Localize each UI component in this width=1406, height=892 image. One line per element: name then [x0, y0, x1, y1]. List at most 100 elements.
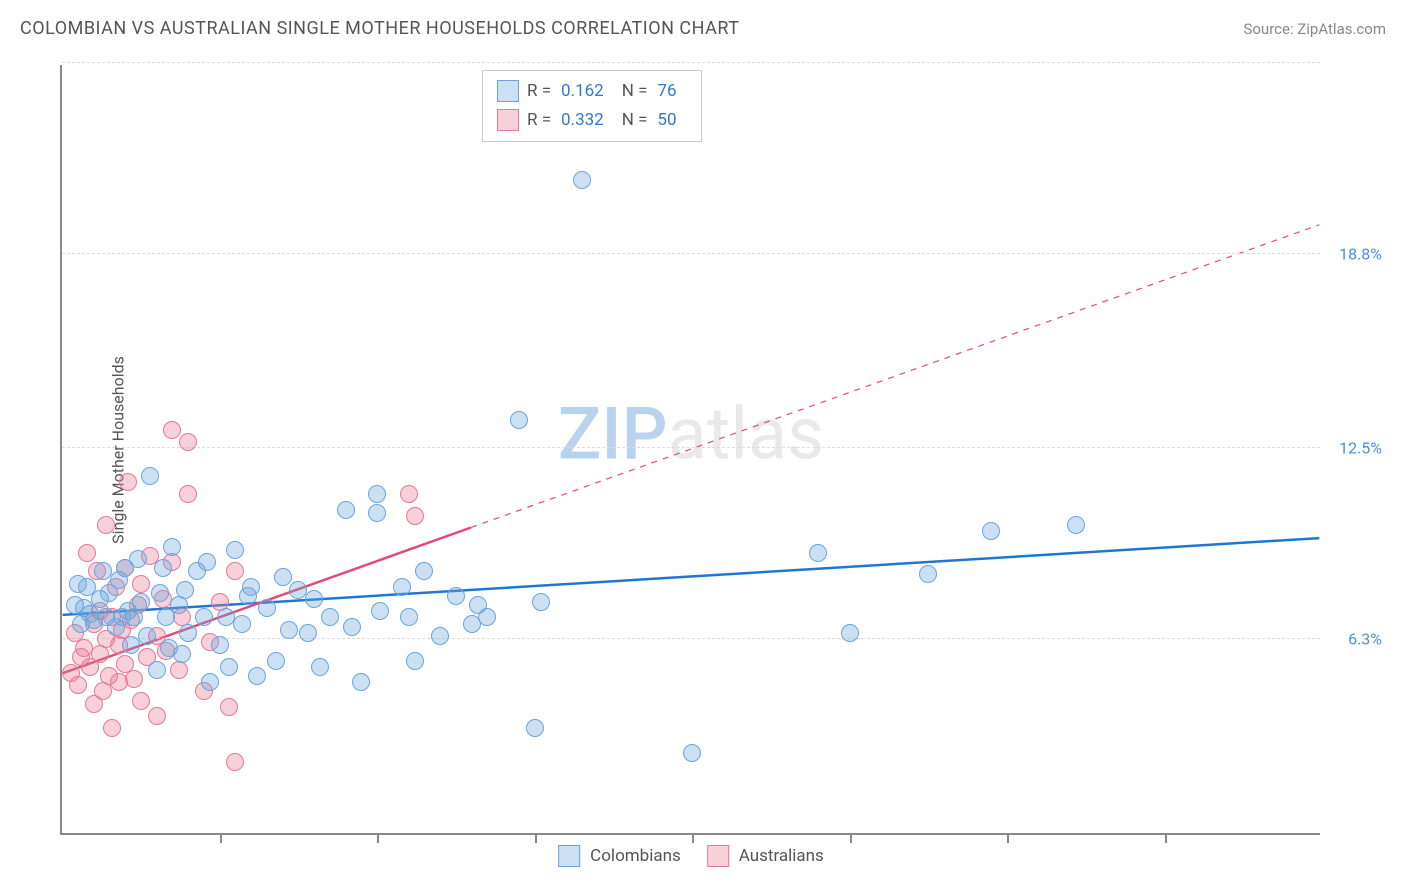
data-point: [841, 624, 859, 642]
data-point: [532, 593, 550, 611]
chart-area: Single Mother Households ZIPatlas R =0.1…: [50, 55, 1390, 845]
source-label: Source: ZipAtlas.com: [1243, 20, 1386, 38]
x-tick: [377, 835, 379, 843]
legend-swatch: [497, 109, 519, 131]
data-point: [125, 670, 143, 688]
data-point: [919, 565, 937, 583]
data-point: [119, 473, 137, 491]
data-point: [132, 575, 150, 593]
data-point: [305, 590, 323, 608]
data-point: [69, 676, 87, 694]
legend-series-label: Colombians: [590, 846, 681, 866]
data-point: [406, 652, 424, 670]
legend-r-value: 0.162: [561, 77, 604, 106]
legend-n-value: 76: [657, 77, 676, 106]
data-point: [176, 581, 194, 599]
data-point: [179, 624, 197, 642]
data-point: [201, 673, 219, 691]
data-point: [129, 550, 147, 568]
x-tick: [220, 835, 222, 843]
data-point: [211, 636, 229, 654]
legend-n-label: N =: [622, 77, 648, 106]
data-point: [195, 608, 213, 626]
data-point: [148, 707, 166, 725]
data-point: [97, 516, 115, 534]
x-tick: [692, 835, 694, 843]
data-point: [400, 608, 418, 626]
legend-swatch: [497, 80, 519, 102]
data-point: [1067, 516, 1085, 534]
legend-swatch: [707, 845, 729, 867]
data-point: [173, 645, 191, 663]
data-point: [132, 692, 150, 710]
data-point: [170, 661, 188, 679]
data-point: [510, 411, 528, 429]
gridline: [62, 447, 1320, 448]
data-point: [148, 661, 166, 679]
series-legend: Colombians Australians: [558, 845, 824, 867]
legend-r-value: 0.332: [561, 106, 604, 135]
data-point: [163, 538, 181, 556]
data-point: [220, 698, 238, 716]
chart-title: COLOMBIAN VS AUSTRALIAN SINGLE MOTHER HO…: [20, 18, 739, 39]
y-tick-label: 12.5%: [1339, 439, 1382, 458]
y-tick-label: 18.8%: [1339, 244, 1382, 263]
data-point: [280, 621, 298, 639]
data-point: [431, 627, 449, 645]
data-point: [220, 658, 238, 676]
data-point: [415, 562, 433, 580]
data-point: [78, 544, 96, 562]
data-point: [393, 578, 411, 596]
watermark-zip: ZIP: [558, 391, 668, 476]
header: COLOMBIAN VS AUSTRALIAN SINGLE MOTHER HO…: [0, 0, 1406, 47]
data-point: [151, 584, 169, 602]
legend-n-label: N =: [622, 106, 648, 135]
legend-series-item: Colombians: [558, 845, 681, 867]
data-point: [406, 507, 424, 525]
data-point: [337, 501, 355, 519]
trend-lines-layer: [62, 65, 1320, 833]
data-point: [299, 624, 317, 642]
data-point: [274, 568, 292, 586]
data-point: [179, 485, 197, 503]
data-point: [573, 171, 591, 189]
plot-region: ZIPatlas R =0.162N =76R =0.332N =50 Colo…: [60, 65, 1320, 835]
data-point: [368, 504, 386, 522]
data-point: [526, 719, 544, 737]
watermark: ZIPatlas: [558, 391, 824, 476]
data-point: [248, 667, 266, 685]
data-point: [242, 578, 260, 596]
data-point: [400, 485, 418, 503]
legend-series-label: Australians: [739, 846, 824, 866]
data-point: [343, 618, 361, 636]
data-point: [982, 522, 1000, 540]
data-point: [226, 753, 244, 771]
legend-correlation-row: R = 0.162 N = 76: [497, 77, 687, 106]
y-tick-label: 6.3%: [1348, 629, 1382, 648]
data-point: [132, 593, 150, 611]
data-point: [226, 541, 244, 559]
data-point: [91, 645, 109, 663]
gridline: [62, 253, 1320, 254]
data-point: [371, 602, 389, 620]
data-point: [233, 615, 251, 633]
data-point: [447, 587, 465, 605]
data-point: [258, 599, 276, 617]
legend-correlation-row: R = 0.332 N = 50: [497, 106, 687, 135]
watermark-atlas: atlas: [668, 391, 825, 476]
data-point: [198, 553, 216, 571]
data-point: [163, 421, 181, 439]
data-point: [321, 608, 339, 626]
legend-r-label: R =: [527, 106, 551, 135]
data-point: [368, 485, 386, 503]
legend-r-label: R =: [527, 77, 551, 106]
data-point: [683, 744, 701, 762]
trend-line-extrapolated: [471, 225, 1319, 528]
data-point: [179, 433, 197, 451]
data-point: [809, 544, 827, 562]
x-tick: [535, 835, 537, 843]
data-point: [141, 467, 159, 485]
legend-n-value: 50: [657, 106, 676, 135]
x-tick: [1007, 835, 1009, 843]
data-point: [170, 596, 188, 614]
